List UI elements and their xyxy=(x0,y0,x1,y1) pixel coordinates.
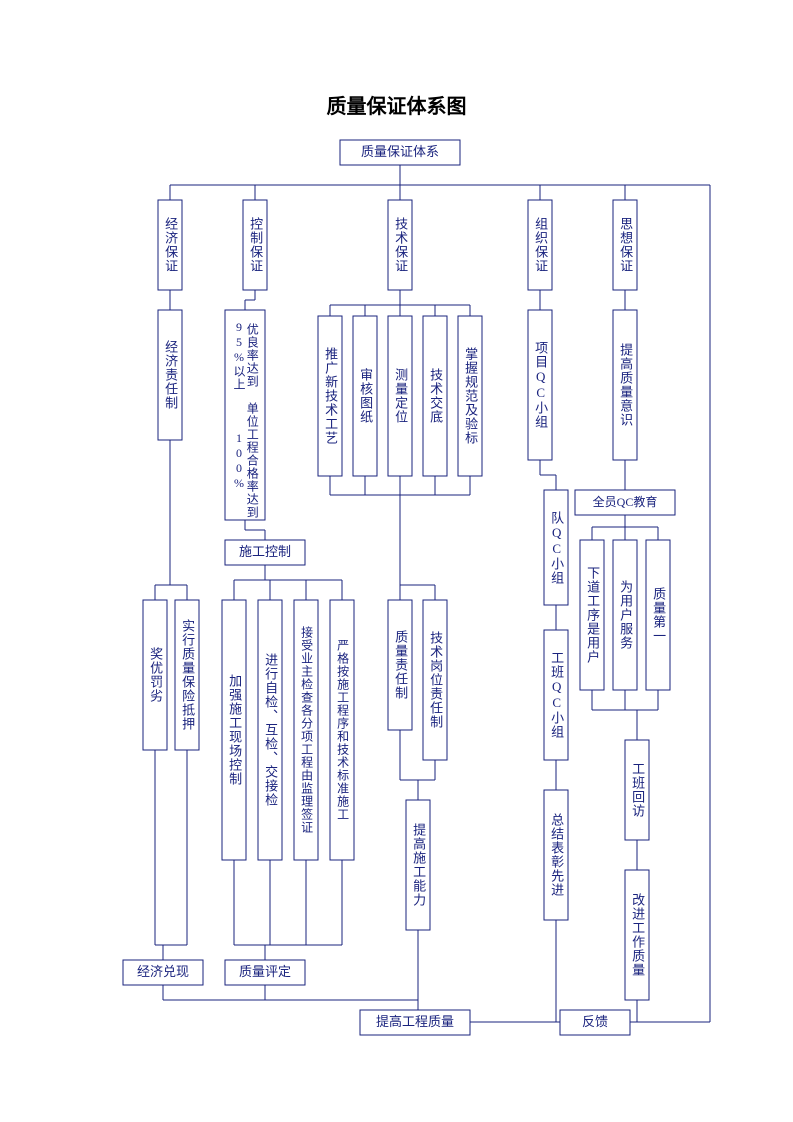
node-L3-1: 经济责任制 xyxy=(158,310,182,440)
node-L5-1b: 实行质量保险抵押 xyxy=(175,600,199,750)
node-L5-3b: 技术岗位责任制 xyxy=(423,600,447,760)
node-L5-3a: 质量责任制 xyxy=(388,600,412,730)
node-L2-3: 技术保证 xyxy=(388,200,412,290)
root-box: 质量保证体系 xyxy=(340,140,460,165)
node-L3-3e: 掌握规范及验标 xyxy=(458,316,482,476)
node-L2-5: 思想保证 xyxy=(613,200,637,290)
node-L2-1: 经济保证 xyxy=(158,200,182,290)
node-L3-5: 提高质量意识 xyxy=(613,310,637,460)
node-fk: 反馈 xyxy=(560,1010,630,1035)
node-L6-3: 提高施工能力 xyxy=(406,800,430,930)
node-L3-3a: 推广新技术工艺 xyxy=(318,316,342,476)
node-L2-4: 组织保证 xyxy=(528,200,552,290)
node-L3-3d: 技术交底 xyxy=(423,316,447,476)
diagram-svg xyxy=(0,0,793,1122)
node-L5-2b: 进行自检、互检、交接检 xyxy=(258,600,282,860)
node-L2-2: 控制保证 xyxy=(243,200,267,290)
node-L3-3c: 测量定位 xyxy=(388,316,412,476)
node-L5-4b: 工班QC小组 xyxy=(544,630,568,760)
node-L6-5b: 改进工作质量 xyxy=(625,870,649,1000)
node-L3-4: 项目QC小组 xyxy=(528,310,552,460)
node-L5-2d: 严格按施工程序和技术标准施工 xyxy=(330,600,354,860)
node-sgkz: 施工控制 xyxy=(225,540,305,565)
node-tggczl: 提高工程质量 xyxy=(360,1010,470,1035)
node-L5-5b: 为用户服务 xyxy=(613,540,637,690)
node-L5-1a: 奖优罚劣 xyxy=(143,600,167,750)
node-L5-5a: 下道工序是用户 xyxy=(580,540,604,690)
node-L5-5c: 质量第一 xyxy=(646,540,670,690)
node-L5-2c: 接受业主检查各分项工程由监理签证 xyxy=(294,600,318,860)
node-L4-4a: 队QC小组 xyxy=(544,490,568,605)
node-L3-3b: 审核图纸 xyxy=(353,316,377,476)
node-L5-2a: 加强施工现场控制 xyxy=(222,600,246,860)
node-L6-5a: 工班回访 xyxy=(625,740,649,840)
node-L6-4: 总结表彰先进 xyxy=(544,790,568,920)
node-zlpd: 质量评定 xyxy=(225,960,305,985)
node-L3-2: 单位工程合格率达到100% 优良率达到95%以上 xyxy=(225,310,265,520)
node-jjdx: 经济兑现 xyxy=(123,960,203,985)
node-qyqc: 全员QC教育 xyxy=(575,490,675,515)
